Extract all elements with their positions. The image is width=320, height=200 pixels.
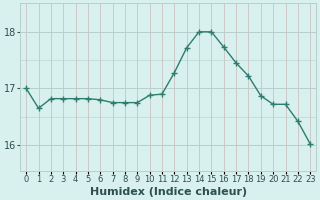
X-axis label: Humidex (Indice chaleur): Humidex (Indice chaleur) bbox=[90, 187, 247, 197]
